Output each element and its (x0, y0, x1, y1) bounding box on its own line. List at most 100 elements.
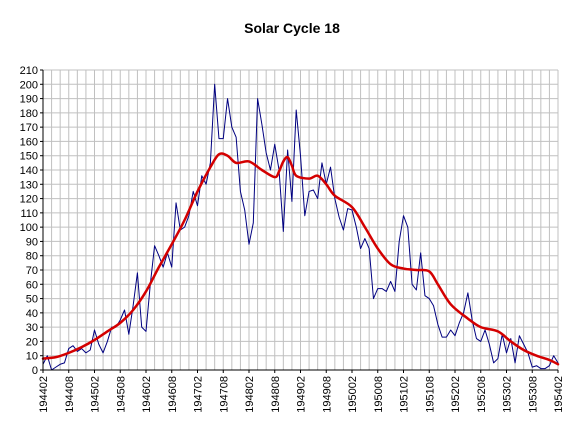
monthly-point (506, 352, 507, 353)
monthly-point (274, 144, 275, 145)
y-tick-label: 90 (26, 236, 38, 248)
x-tick-label: 195108 (424, 376, 436, 413)
monthly-point (154, 245, 155, 246)
monthly-point (244, 209, 245, 210)
monthly-series-line (42, 83, 559, 371)
monthly-point (437, 324, 438, 325)
x-tick-label: 195308 (527, 376, 539, 413)
smoothed-point (450, 304, 451, 305)
y-tick-label: 20 (26, 336, 38, 348)
smoothed-point (403, 268, 404, 269)
y-tick-label: 0 (32, 365, 38, 377)
monthly-point (459, 322, 460, 323)
monthly-point (364, 238, 365, 239)
monthly-point (300, 155, 301, 156)
monthly-point (283, 231, 284, 232)
monthly-point (261, 124, 262, 125)
monthly-point (296, 109, 297, 110)
x-tick-label: 195002 (347, 376, 359, 413)
monthly-point (377, 288, 378, 289)
smoothed-point (377, 248, 378, 249)
monthly-point (124, 309, 125, 310)
monthly-point (308, 191, 309, 192)
monthly-point (519, 335, 520, 336)
monthly-point (343, 229, 344, 230)
monthly-point (107, 341, 108, 342)
smoothed-point (248, 161, 249, 162)
x-tick-label: 195208 (476, 376, 488, 413)
smoothed-point (55, 357, 56, 358)
smoothed-point (145, 291, 146, 292)
smoothed-point (291, 165, 292, 166)
monthly-point (94, 329, 95, 330)
smoothed-point (120, 322, 121, 323)
monthly-point (321, 162, 322, 163)
smoothed-point (283, 161, 284, 162)
smoothed-point (133, 309, 134, 310)
x-tick-label: 194708 (218, 376, 230, 413)
monthly-point (493, 362, 494, 363)
monthly-point (313, 189, 314, 190)
monthly-point (257, 98, 258, 99)
monthly-point (158, 255, 159, 256)
y-tick-label: 210 (20, 65, 38, 77)
monthly-point (64, 362, 65, 363)
smoothed-series-line (41, 152, 560, 366)
monthly-point (369, 248, 370, 249)
monthly-point (227, 98, 228, 99)
smoothed-point (467, 318, 468, 319)
monthly-point (497, 358, 498, 359)
monthly-point (72, 345, 73, 346)
smoothed-point (81, 347, 82, 348)
smoothed-point (308, 178, 309, 179)
smoothed-point (227, 155, 228, 156)
monthly-point (407, 227, 408, 228)
monthly-point (394, 291, 395, 292)
smoothed-point (326, 184, 327, 185)
chart-title: Solar Cycle 18 (244, 20, 340, 36)
y-tick-label: 10 (26, 351, 38, 363)
monthly-point (390, 281, 391, 282)
monthly-point (523, 344, 524, 345)
monthly-point (386, 291, 387, 292)
monthly-point (373, 298, 374, 299)
monthly-point (197, 205, 198, 206)
monthly-point (163, 267, 164, 268)
smoothed-point (334, 195, 335, 196)
monthly-point (188, 215, 189, 216)
smoothed-point (437, 284, 438, 285)
smoothed-point (351, 207, 352, 208)
smoothed-point (94, 339, 95, 340)
x-tick-label: 194908 (321, 376, 333, 413)
y-tick-label: 50 (26, 294, 38, 306)
monthly-point (128, 334, 129, 335)
monthly-point (454, 335, 455, 336)
monthly-point (416, 289, 417, 290)
monthly-point (330, 167, 331, 168)
smoothed-point (364, 227, 365, 228)
monthly-point (351, 209, 352, 210)
smoothed-point (416, 269, 417, 270)
y-tick-label: 120 (20, 194, 38, 206)
y-tick-label: 180 (20, 108, 38, 120)
monthly-point (381, 288, 382, 289)
monthly-point (214, 84, 215, 85)
x-tick-label: 194808 (270, 376, 282, 413)
monthly-point (304, 215, 305, 216)
monthly-point (175, 202, 176, 203)
monthly-point (248, 244, 249, 245)
monthly-point (360, 248, 361, 249)
x-tick-labels: 194402 194408 194502 194508 194602 194608 1947… (38, 376, 565, 413)
y-tick-label: 140 (20, 165, 38, 177)
monthly-point (98, 344, 99, 345)
monthly-point (339, 217, 340, 218)
x-tick-label: 194902 (296, 376, 308, 413)
monthly-point (476, 338, 477, 339)
monthly-point (450, 329, 451, 330)
monthly-point (420, 252, 421, 253)
smoothed-point (218, 154, 219, 155)
monthly-point (253, 222, 254, 223)
y-tick-label: 200 (20, 79, 38, 91)
smoothed-point (261, 169, 262, 170)
